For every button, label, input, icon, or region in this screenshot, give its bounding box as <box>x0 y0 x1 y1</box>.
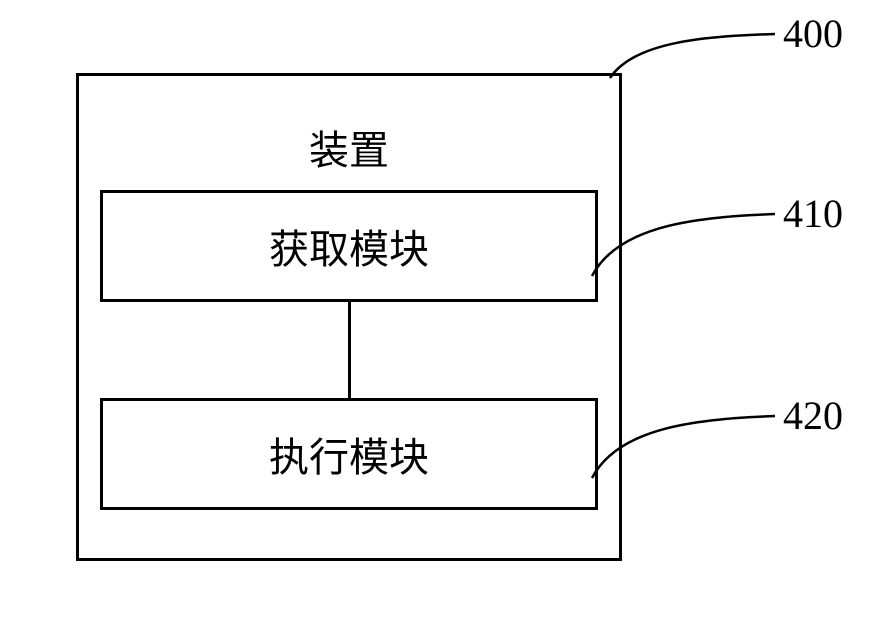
ref-label-400: 400 <box>783 10 843 57</box>
lead-line-410 <box>582 204 785 286</box>
acquire-module-label: 获取模块 <box>269 217 429 275</box>
module-connector <box>348 302 351 398</box>
execute-module-box: 执行模块 <box>100 398 598 510</box>
acquire-module-box: 获取模块 <box>100 190 598 302</box>
diagram-canvas: 装置 获取模块 执行模块 400 410 420 <box>0 0 894 631</box>
ref-label-410: 410 <box>783 190 843 237</box>
lead-line-420 <box>582 406 785 488</box>
device-title: 装置 <box>309 118 389 176</box>
lead-line-400 <box>600 24 785 88</box>
execute-module-label: 执行模块 <box>269 425 429 483</box>
ref-label-420: 420 <box>783 392 843 439</box>
